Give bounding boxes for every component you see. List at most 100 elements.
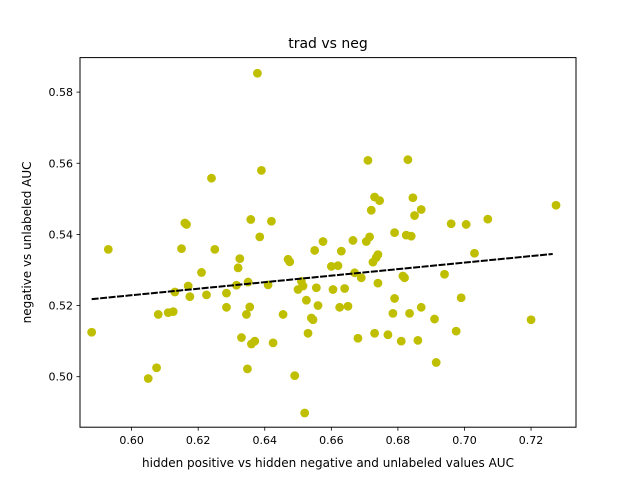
data-point-93 [446,219,456,229]
data-point-65 [365,232,375,242]
data-point-58 [343,301,353,311]
data-point-43 [300,408,310,418]
data-point-48 [310,246,320,255]
data-point-26 [245,302,255,312]
y-tick-label-3: 0.56 [49,157,74,170]
data-points [87,68,561,418]
data-point-36 [278,310,288,319]
data-point-31 [255,232,265,242]
plot-frame [79,57,577,428]
data-point-89 [416,302,426,312]
data-point-99 [526,315,536,325]
x-axis-ticks: 0.60 0.62 0.64 0.66 0.68 0.70 0.72 [119,427,543,447]
x-tick-label-2: 0.64 [253,434,278,447]
data-point-6 [168,307,178,316]
x-tick-label-0: 0.60 [119,434,144,447]
data-point-77 [390,294,399,303]
data-point-32 [257,165,266,175]
data-point-56 [336,246,346,256]
trend-line [91,252,553,301]
data-point-47 [308,315,318,325]
x-tick-label-3: 0.66 [319,434,344,447]
data-point-12 [185,292,195,302]
data-point-74 [383,330,393,340]
data-point-11 [183,281,193,291]
data-point-97 [470,248,479,258]
data-point-8 [177,244,186,254]
data-point-59 [348,236,358,245]
x-tick-label-4: 0.68 [386,434,411,447]
data-point-4 [153,310,163,319]
data-point-82 [403,155,413,165]
data-point-0 [87,327,97,337]
data-point-14 [202,290,211,300]
data-point-25 [243,277,253,287]
data-point-85 [408,193,418,203]
data-point-78 [396,336,406,346]
y-tick-label-2: 0.54 [49,228,74,241]
data-point-88 [416,205,426,214]
data-point-10 [182,220,191,229]
data-point-18 [222,302,231,312]
data-point-38 [285,257,295,267]
data-point-64 [363,156,373,165]
data-point-51 [318,237,328,246]
data-point-55 [335,302,345,312]
data-point-91 [431,358,441,367]
y-tick-label-0: 0.50 [49,371,74,384]
data-point-21 [235,254,245,263]
data-point-23 [242,310,251,319]
data-point-20 [233,263,243,273]
data-point-66 [366,205,376,215]
data-point-96 [461,220,471,229]
data-point-86 [410,211,419,220]
data-point-22 [237,333,246,342]
data-point-71 [373,278,383,288]
data-point-24 [243,364,252,374]
data-point-13 [197,268,206,277]
data-point-69 [370,328,379,338]
data-point-50 [313,301,323,310]
data-point-3 [152,363,161,373]
y-tick-label-1: 0.52 [49,300,74,313]
data-point-49 [311,283,321,293]
data-point-54 [333,261,343,271]
data-point-84 [406,231,416,241]
trend-line-group [91,252,553,301]
data-point-62 [356,273,366,283]
data-point-30 [253,68,262,78]
data-point-90 [430,314,439,324]
data-point-87 [413,336,423,345]
data-point-75 [388,308,398,318]
data-point-94 [451,326,461,336]
data-point-35 [268,338,278,348]
y-tick-label-4: 0.58 [49,86,74,99]
data-point-39 [290,371,300,381]
data-point-61 [353,333,363,343]
data-point-80 [400,273,409,283]
x-tick-label-6: 0.72 [519,434,544,447]
data-point-83 [405,308,414,318]
data-point-57 [340,284,350,293]
data-point-98 [483,214,493,224]
data-point-95 [456,293,466,303]
data-point-52 [326,262,336,271]
data-point-53 [328,285,338,294]
data-point-29 [250,336,260,346]
data-point-72 [373,250,383,260]
data-point-73 [375,196,384,206]
data-point-1 [103,244,113,254]
x-tick-label-5: 0.70 [452,434,477,447]
y-axis-label: negative vs unlabeled AUC [20,161,34,323]
data-point-15 [207,173,216,183]
data-point-34 [267,216,276,226]
data-point-17 [222,288,231,298]
x-tick-label-1: 0.62 [186,434,211,447]
data-point-42 [298,281,308,291]
data-point-16 [210,244,220,254]
data-point-92 [440,269,449,279]
data-point-100 [551,200,561,210]
data-point-2 [143,374,153,383]
data-point-44 [301,295,311,305]
